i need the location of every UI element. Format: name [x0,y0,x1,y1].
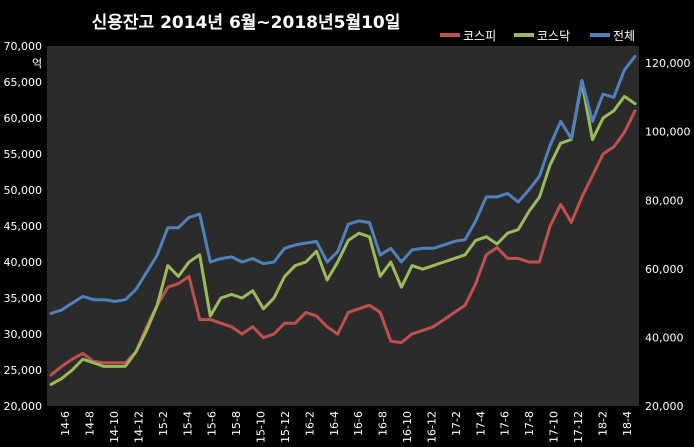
right-tick-label: 40,000 [645,331,684,344]
x-tick-label: 18-2 [596,411,609,436]
right-tick-label: 100,000 [645,126,691,139]
left-axis-unit: 억 [32,57,42,70]
x-tick-label: 15-4 [181,411,194,436]
x-tick-label: 16-6 [352,411,365,436]
x-tick-label: 17-12 [572,411,585,443]
x-tick-label: 16-8 [377,411,390,436]
left-tick-label: 55,000 [4,148,43,161]
x-tick-label: 15-12 [279,411,292,443]
legend: 코스피 코스닥 전체 [440,29,635,43]
legend-label: 코스닥 [537,29,570,43]
left-tick-label: 70,000 [4,40,43,53]
x-tick-label: 16-4 [328,411,341,436]
plot-area [47,46,639,406]
x-tick-label: 17-6 [499,411,512,436]
right-axis: 120,000 100,000 80,000 60,000 40,000 20,000 [645,57,691,413]
left-tick-label: 45,000 [4,220,43,233]
left-tick-label: 60,000 [4,112,43,125]
x-tick-label: 14-6 [59,411,72,436]
x-tick-label: 15-2 [157,411,170,436]
chart-title: 신용잔고 2014년 6월~2018년5월10일 [92,13,401,33]
left-axis: 70,000 65,000 60,000 55,000 50,000 45,000 40,0… [4,40,43,413]
left-tick-label: 50,000 [4,184,43,197]
right-tick-label: 120,000 [645,57,691,70]
right-tick-label: 20,000 [645,400,684,413]
series-line-코스닥 [49,80,637,386]
left-tick-label: 30,000 [4,328,43,341]
x-tick-label: 15-8 [230,411,243,436]
left-tick-label: 20,000 [4,400,43,413]
x-tick-label: 16-12 [425,411,438,443]
x-tick-label: 18-4 [621,411,634,436]
legend-label: 코스피 [463,29,496,43]
x-tick-label: 17-4 [474,411,487,436]
right-tick-label: 60,000 [645,263,684,276]
x-tick-label: 14-10 [108,411,121,443]
x-tick-label: 14-12 [132,411,145,443]
legend-label: 전체 [613,29,635,43]
left-tick-label: 25,000 [4,364,43,377]
x-tick-label: 16-10 [401,411,414,443]
x-axis: 14-6 14-8 14-10 14-12 15-2 15-4 15-6 15-8 15-10 1… [59,411,634,443]
x-tick-label: 16-2 [303,411,316,436]
x-tick-label: 15-6 [206,411,219,436]
series-line-total [49,54,637,315]
x-tick-label: 17-10 [548,411,561,443]
x-tick-label: 17-2 [450,411,463,436]
left-tick-label: 35,000 [4,292,43,305]
series-lines [49,54,637,386]
x-tick-label: 17-8 [523,411,536,436]
x-tick-label: 15-10 [255,411,268,443]
left-tick-label: 40,000 [4,256,43,269]
right-tick-label: 80,000 [645,194,684,207]
left-tick-label: 65,000 [4,76,43,89]
x-tick-label: 14-8 [84,411,97,436]
